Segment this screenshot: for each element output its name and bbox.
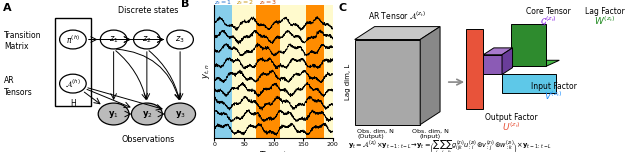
- Circle shape: [60, 30, 86, 49]
- Text: $\mathcal{A}^{(h)}$: $\mathcal{A}^{(h)}$: [65, 78, 81, 89]
- Text: Transition
Matrix: Transition Matrix: [4, 31, 42, 51]
- Polygon shape: [511, 60, 559, 66]
- Text: $\mathbf{y}_t = \mathcal{A}^{(z_t)}\!\times\!\mathbf{y}_{t-1:t-L}\!\rightarrow\!: $\mathbf{y}_t = \mathcal{A}^{(z_t)}\!\ti…: [348, 138, 552, 152]
- Text: C: C: [339, 3, 346, 13]
- Circle shape: [167, 30, 193, 49]
- Circle shape: [164, 103, 196, 125]
- Bar: [214, 5, 232, 138]
- Text: $V^{(z_t)}$: $V^{(z_t)}$: [544, 90, 563, 102]
- Text: Obs. dim, N
(Input): Obs. dim, N (Input): [412, 128, 449, 139]
- Text: $U^{(z_t)}$: $U^{(z_t)}$: [502, 121, 521, 133]
- Bar: [280, 5, 306, 138]
- Text: Discrete states: Discrete states: [118, 6, 178, 15]
- Polygon shape: [483, 48, 513, 55]
- Text: AR
Tensors: AR Tensors: [4, 76, 33, 97]
- Bar: [324, 5, 333, 138]
- Text: B: B: [181, 0, 189, 9]
- Bar: [306, 5, 324, 138]
- Polygon shape: [355, 40, 420, 125]
- Text: Output Factor: Output Factor: [485, 113, 538, 122]
- Text: $\pi^{(h)}$: $\pi^{(h)}$: [66, 33, 80, 46]
- Circle shape: [134, 30, 160, 49]
- Polygon shape: [483, 55, 502, 74]
- Bar: [466, 29, 483, 109]
- Bar: [232, 5, 256, 138]
- Circle shape: [131, 103, 163, 125]
- Polygon shape: [502, 48, 513, 74]
- Bar: [54, 18, 91, 106]
- Text: $\mathbf{y}_1$: $\mathbf{y}_1$: [108, 109, 119, 119]
- Text: Observations: Observations: [122, 135, 175, 144]
- Text: Obs. dim, N
(Output): Obs. dim, N (Output): [357, 128, 394, 139]
- Text: $z_t{=}2$: $z_t{=}2$: [236, 0, 254, 7]
- Circle shape: [60, 74, 86, 93]
- Text: $z_1$: $z_1$: [109, 34, 118, 45]
- Bar: [502, 74, 556, 93]
- Text: H: H: [70, 99, 76, 108]
- Text: Input Factor: Input Factor: [531, 82, 577, 91]
- Text: $z_2$: $z_2$: [142, 34, 152, 45]
- Circle shape: [100, 30, 127, 49]
- Y-axis label: $y_{t,n}$: $y_{t,n}$: [201, 64, 212, 79]
- Text: $W^{(z_t)}$: $W^{(z_t)}$: [595, 14, 616, 27]
- Polygon shape: [511, 24, 547, 66]
- Text: $z_t{=}3$: $z_t{=}3$: [259, 0, 277, 7]
- Bar: [256, 5, 280, 138]
- Polygon shape: [420, 27, 440, 125]
- Text: Lag Factor: Lag Factor: [585, 7, 625, 16]
- Text: A: A: [3, 3, 12, 13]
- Polygon shape: [355, 27, 440, 40]
- Text: $\mathbf{y}_2$: $\mathbf{y}_2$: [141, 109, 152, 119]
- X-axis label: Time, $t$: Time, $t$: [259, 149, 288, 152]
- Text: $z_t{=}1$: $z_t{=}1$: [214, 0, 232, 7]
- Text: $\mathbf{y}_3$: $\mathbf{y}_3$: [175, 109, 186, 119]
- Text: $\mathcal{G}^{(z_t)}$: $\mathcal{G}^{(z_t)}$: [540, 14, 557, 28]
- Text: $z_3$: $z_3$: [175, 34, 185, 45]
- Text: AR Tensor $\mathcal{A}^{(z_t)}$: AR Tensor $\mathcal{A}^{(z_t)}$: [369, 10, 426, 21]
- Text: Lag dim, L: Lag dim, L: [345, 64, 351, 100]
- Text: Core Tensor: Core Tensor: [527, 7, 571, 16]
- Circle shape: [98, 103, 129, 125]
